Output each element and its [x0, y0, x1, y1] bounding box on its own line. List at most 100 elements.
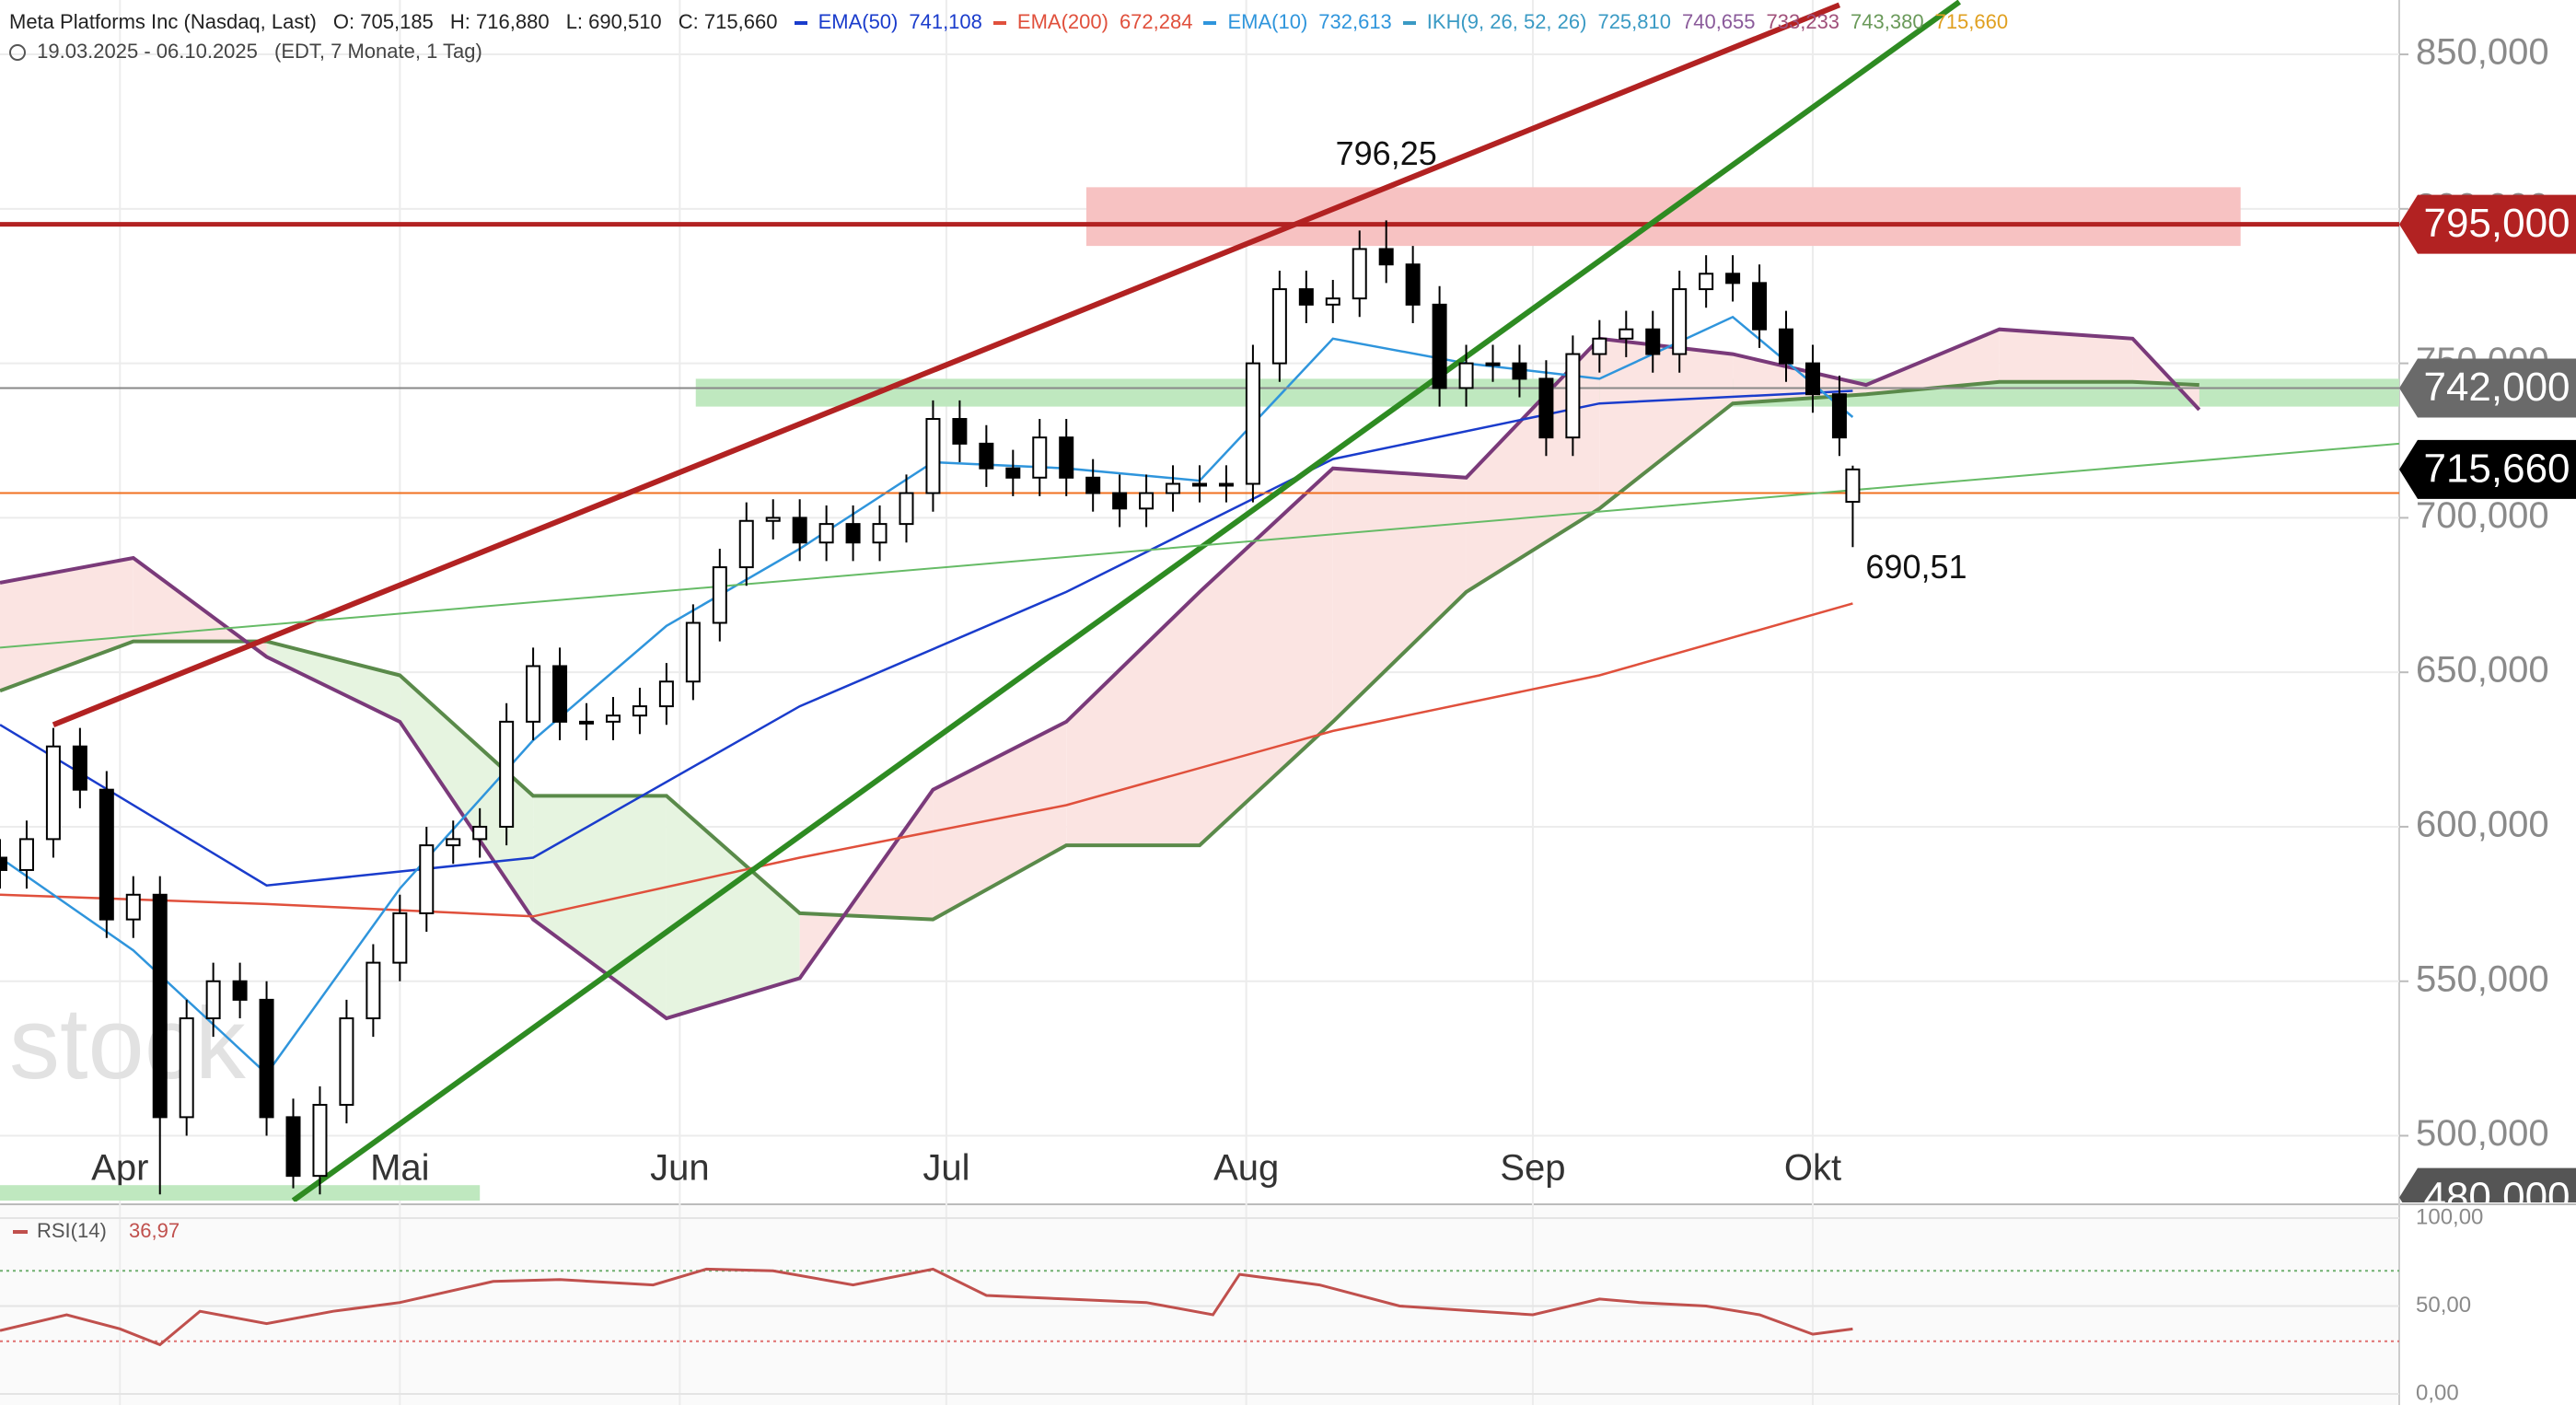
ema-line [0, 602, 1853, 918]
price-label: 742,000 [2423, 365, 2570, 410]
candle-body [899, 492, 914, 526]
candle-body [552, 665, 568, 723]
rsi-line [0, 1267, 1853, 1347]
candle-body [1752, 282, 1768, 331]
legend-swatch [13, 1230, 28, 1234]
cloud-fill [1200, 468, 1333, 846]
header: Meta Platforms Inc (Nasdaq, Last) O: 705… [9, 7, 2030, 66]
y-tick-label: 600,000 [2416, 805, 2549, 845]
legend-value: 741,108 [909, 10, 982, 33]
candle-body [419, 844, 435, 914]
candle-body [1485, 362, 1501, 366]
candle-body [526, 665, 541, 723]
candle-body [872, 523, 888, 544]
candle-body [1458, 362, 1474, 389]
legend-value: 672,284 [1119, 10, 1193, 33]
price-label-box [2399, 358, 2576, 418]
candle-body [1672, 288, 1688, 355]
candle-body [1565, 353, 1581, 439]
price-label: 480,000 [2423, 1174, 2570, 1219]
x-tick-label: Jun [650, 1148, 710, 1189]
candle-body [472, 825, 488, 841]
legend-value: 733,233 [1766, 10, 1840, 33]
candle-body [1298, 288, 1314, 306]
cloud-line [0, 379, 2199, 922]
legend-swatch [794, 21, 807, 26]
candle-body [1112, 492, 1128, 510]
legend-value: 740,655 [1681, 10, 1756, 33]
candle-body [18, 838, 34, 871]
y-tick-label: 100,00 [2416, 1204, 2483, 1229]
candle-body [632, 705, 647, 717]
y-tick-label: 550,000 [2416, 958, 2549, 999]
candle-body [1139, 492, 1155, 510]
clock-icon [9, 44, 26, 62]
candle-body [1352, 248, 1367, 300]
x-tick-label: Apr [91, 1148, 148, 1189]
cloud-fill [400, 675, 534, 920]
candle-body [605, 714, 621, 723]
candle-body [1845, 468, 1861, 504]
candle-body [1032, 436, 1048, 479]
candle-body [658, 680, 674, 708]
candle-body [99, 788, 114, 921]
candle-body [1512, 362, 1527, 380]
title: Meta Platforms Inc (Nasdaq, Last) [9, 10, 317, 33]
x-tick-label: Jul [922, 1148, 969, 1189]
x-tick-label: Mai [370, 1148, 429, 1189]
candle-body [845, 523, 861, 544]
legend-name: EMA(200) [1016, 10, 1108, 33]
candle-body [792, 517, 807, 544]
price-label-box [2399, 194, 2576, 254]
candle-body [1245, 362, 1260, 485]
candle-body [72, 745, 87, 791]
legend-swatch [1402, 21, 1416, 26]
header-line-1: Meta Platforms Inc (Nasdaq, Last) O: 705… [9, 7, 2030, 37]
candle-body [1432, 303, 1447, 389]
candle-body [179, 1017, 194, 1119]
rsi-panel [0, 1204, 2399, 1405]
legend-swatch [992, 21, 1006, 26]
candle-body [1378, 248, 1394, 266]
candle-body [1166, 482, 1181, 494]
candle-body [712, 566, 727, 624]
candle-body [1699, 273, 1714, 291]
ohlc: C: 715,660 [678, 10, 778, 33]
candle-body [152, 893, 168, 1119]
cloud-fill [666, 795, 800, 1019]
y-tick-label: 0,00 [2416, 1380, 2459, 1405]
y-tick-label: 700,000 [2416, 495, 2549, 536]
candle-body [1804, 362, 1820, 396]
cloud-line [0, 327, 2201, 1021]
candle-body [1059, 436, 1074, 479]
candle-body [1005, 467, 1021, 479]
cloud-fill [933, 721, 1067, 920]
candle-body [1779, 328, 1794, 365]
legend-name: EMA(50) [818, 10, 899, 33]
candle-body [205, 980, 221, 1020]
cloud-fill [266, 641, 400, 722]
y-tick-label: 50,00 [2416, 1293, 2471, 1318]
candle-body [1538, 377, 1554, 439]
candle-body [366, 961, 381, 1020]
legend-value: 743,380 [1851, 10, 1924, 33]
date-range: 19.03.2025 - 06.10.2025 [37, 40, 258, 63]
cloud-fill [1332, 468, 1467, 722]
y-tick-label: 650,000 [2416, 650, 2549, 691]
annotation: 796,25 [1336, 134, 1437, 172]
legend-value: 732,613 [1318, 10, 1392, 33]
trendline [0, 442, 2399, 649]
cloud-fill [1066, 591, 1200, 846]
y-tick-label: 850,000 [2416, 32, 2549, 73]
legend-value: 715,660 [1934, 10, 2009, 33]
candle-body [818, 523, 834, 544]
price-label: 795,000 [2423, 201, 2570, 246]
candle-body [765, 517, 781, 522]
legend-swatch [1203, 21, 1217, 26]
candle-body [952, 418, 968, 445]
x-tick-label: Sep [1500, 1148, 1565, 1189]
header-line-2: 19.03.2025 - 06.10.2025 (EDT, 7 Monate, … [9, 37, 2030, 66]
candle-body [45, 745, 61, 841]
candle-body [0, 856, 7, 871]
